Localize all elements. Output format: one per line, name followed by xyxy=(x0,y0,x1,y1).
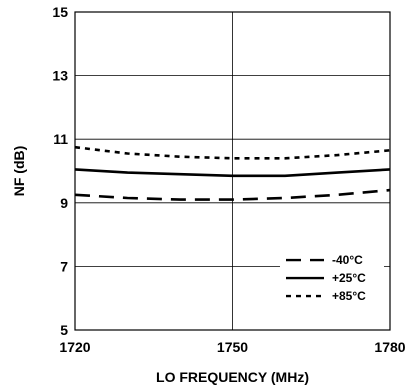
legend-label-3: +85°C xyxy=(332,289,366,303)
legend-label-2: +25°C xyxy=(332,271,366,285)
y-tick-label-5: 5 xyxy=(60,322,68,338)
y-tick-label-9: 9 xyxy=(60,195,68,211)
series-lines xyxy=(74,145,391,201)
y-tick-label-11: 11 xyxy=(53,131,68,147)
y-tick-label-7: 7 xyxy=(60,258,68,274)
y-tick-label-13: 13 xyxy=(52,68,68,84)
x-axis-label: LO FREQUENCY (MHz) xyxy=(156,369,309,385)
series-line-3 xyxy=(74,145,391,160)
legend-label-1: -40°C xyxy=(332,253,363,267)
tick-labels: 5 7 9 11 13 15 1720 1750 1780 xyxy=(52,4,405,355)
series-line-2 xyxy=(74,168,391,178)
legend: -40°C +25°C +85°C xyxy=(280,246,384,313)
y-tick-label-15: 15 xyxy=(52,4,68,20)
x-tick-label-1750: 1750 xyxy=(217,339,248,355)
x-tick-label-1720: 1720 xyxy=(59,339,90,355)
series-line-1 xyxy=(74,188,391,201)
x-tick-label-1780: 1780 xyxy=(374,339,405,355)
y-axis-label: NF (dB) xyxy=(11,146,27,197)
plot-area-frame xyxy=(74,11,391,331)
